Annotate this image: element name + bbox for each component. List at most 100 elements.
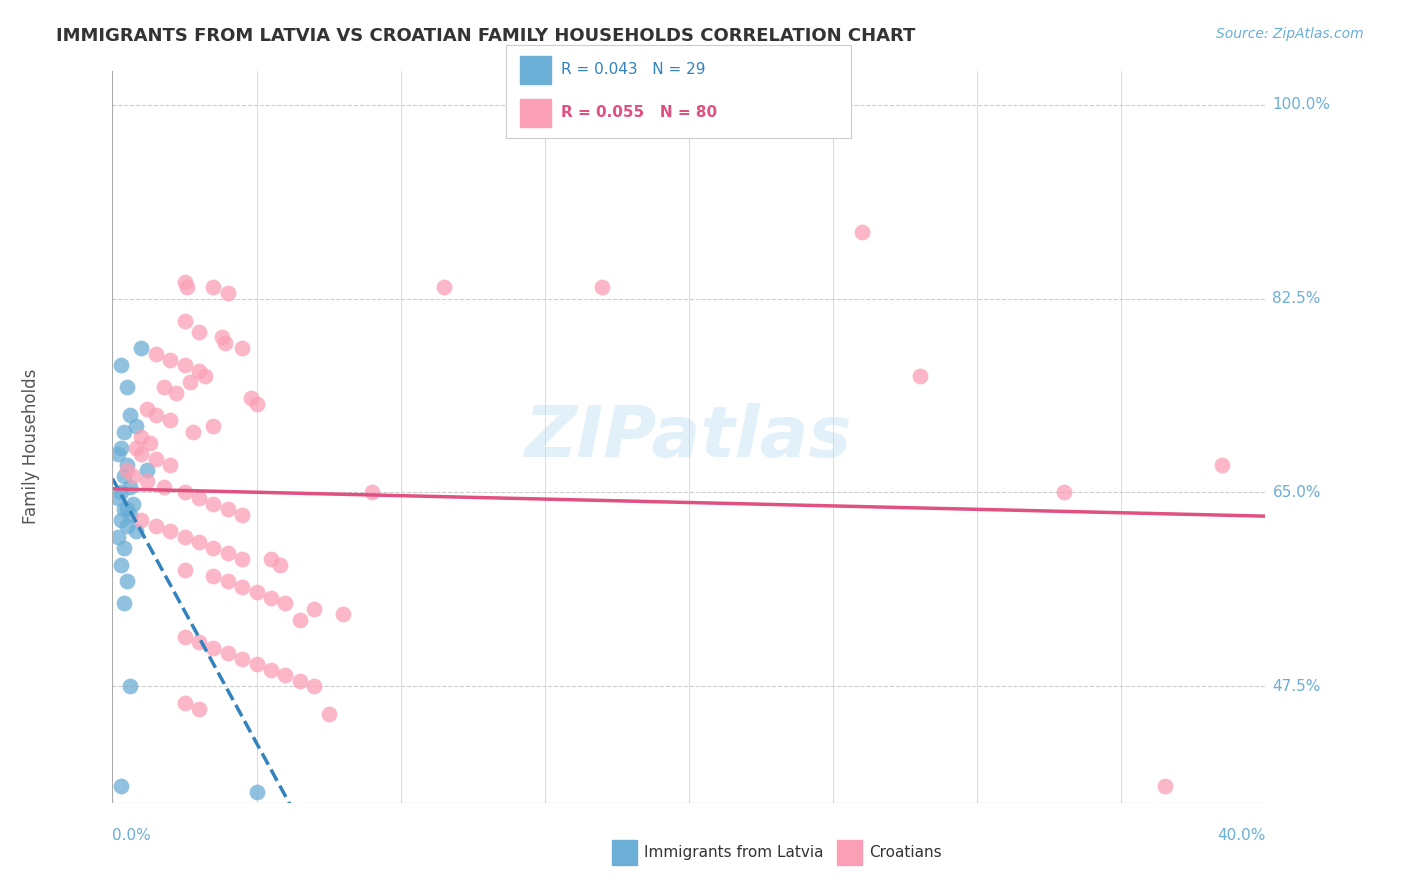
Point <box>145 452 167 467</box>
Point <box>110 441 132 455</box>
Point <box>231 651 253 665</box>
Point <box>159 524 181 539</box>
Point <box>360 485 382 500</box>
Point <box>217 646 239 660</box>
Point <box>304 602 326 616</box>
Point <box>124 524 146 539</box>
Point <box>107 491 129 505</box>
Point <box>274 668 297 682</box>
Point <box>118 408 141 422</box>
Point <box>181 425 204 439</box>
Point <box>124 441 146 455</box>
Point <box>145 518 167 533</box>
Text: 40.0%: 40.0% <box>1218 828 1265 843</box>
Point <box>112 502 135 516</box>
Point <box>159 458 181 472</box>
Point <box>211 330 233 344</box>
Point <box>260 663 283 677</box>
Point <box>145 347 167 361</box>
Point <box>115 502 138 516</box>
Point <box>188 701 211 715</box>
Point <box>245 585 267 599</box>
Point <box>139 435 162 450</box>
Point <box>153 380 176 394</box>
Point <box>107 530 129 544</box>
Text: Croatians: Croatians <box>869 846 942 860</box>
Point <box>245 785 267 799</box>
Point <box>110 513 132 527</box>
Point <box>115 574 138 589</box>
Point <box>115 463 138 477</box>
Point <box>591 280 613 294</box>
Point <box>188 363 211 377</box>
Text: R = 0.043   N = 29: R = 0.043 N = 29 <box>561 62 706 78</box>
Point <box>121 497 143 511</box>
Point <box>173 530 195 544</box>
Text: ZIPatlas: ZIPatlas <box>526 402 852 472</box>
Point <box>231 342 253 356</box>
Point <box>112 596 135 610</box>
Point <box>173 275 195 289</box>
Point <box>245 397 267 411</box>
Point <box>124 419 146 434</box>
Point <box>318 707 340 722</box>
Point <box>188 535 211 549</box>
Point <box>274 596 297 610</box>
Point <box>173 630 195 644</box>
Point <box>188 491 211 505</box>
Point <box>245 657 267 672</box>
Point <box>231 552 253 566</box>
Text: IMMIGRANTS FROM LATVIA VS CROATIAN FAMILY HOUSEHOLDS CORRELATION CHART: IMMIGRANTS FROM LATVIA VS CROATIAN FAMIL… <box>56 27 915 45</box>
Text: 47.5%: 47.5% <box>1272 679 1320 694</box>
Point <box>188 325 211 339</box>
Point <box>202 568 225 582</box>
Point <box>136 402 159 417</box>
Point <box>173 696 195 710</box>
Point <box>1211 458 1233 472</box>
Point <box>136 475 159 489</box>
Point <box>231 580 253 594</box>
Point <box>129 430 153 444</box>
Point <box>110 485 132 500</box>
Point <box>217 285 239 300</box>
Point <box>260 591 283 605</box>
Point <box>217 502 239 516</box>
Point <box>188 635 211 649</box>
Point <box>288 613 311 627</box>
Text: Source: ZipAtlas.com: Source: ZipAtlas.com <box>1216 27 1364 41</box>
Point <box>129 342 153 356</box>
Bar <box>520 99 551 127</box>
Text: 0.0%: 0.0% <box>112 828 152 843</box>
Point <box>112 468 135 483</box>
Point <box>1153 779 1175 793</box>
Point <box>217 546 239 560</box>
Point <box>110 558 132 572</box>
Point <box>231 508 253 522</box>
Point <box>179 375 201 389</box>
Point <box>332 607 354 622</box>
Point <box>121 468 143 483</box>
Point <box>194 369 217 384</box>
Point <box>159 413 181 427</box>
Point <box>118 480 141 494</box>
Point <box>1052 485 1074 500</box>
Point <box>112 425 135 439</box>
Point <box>173 563 195 577</box>
Point <box>173 485 195 500</box>
Point <box>115 380 138 394</box>
Point <box>214 335 236 350</box>
Point <box>288 673 311 688</box>
Point <box>110 779 132 793</box>
Text: Immigrants from Latvia: Immigrants from Latvia <box>644 846 824 860</box>
Point <box>165 385 187 400</box>
Text: 65.0%: 65.0% <box>1272 485 1320 500</box>
Point <box>110 358 132 372</box>
Point <box>202 280 225 294</box>
Text: 82.5%: 82.5% <box>1272 291 1320 306</box>
Point <box>136 463 159 477</box>
Point <box>129 447 153 461</box>
Point <box>118 680 141 694</box>
Text: R = 0.055   N = 80: R = 0.055 N = 80 <box>561 105 717 120</box>
Bar <box>520 56 551 84</box>
Point <box>217 574 239 589</box>
